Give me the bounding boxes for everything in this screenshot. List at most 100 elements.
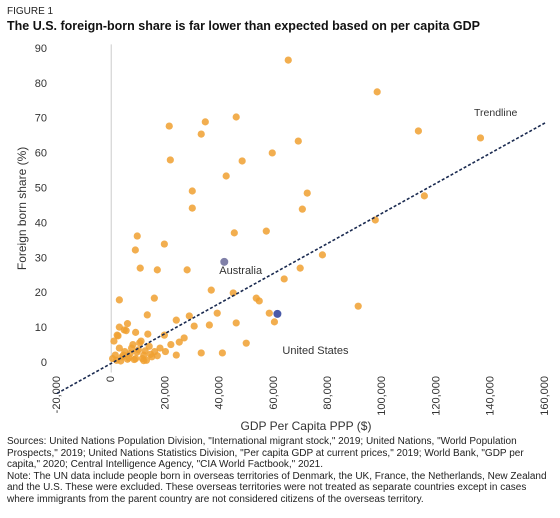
point — [242, 339, 250, 347]
trendline-label: Trendline — [474, 107, 518, 119]
point — [197, 349, 205, 357]
x-tick-label: 20,000 — [159, 376, 171, 410]
point — [143, 311, 151, 319]
point — [414, 127, 422, 135]
point — [284, 56, 292, 64]
x-tick-label: 60,000 — [268, 376, 280, 410]
point — [172, 316, 180, 324]
point — [354, 302, 362, 310]
point — [156, 344, 164, 352]
point — [165, 122, 173, 130]
point — [188, 204, 196, 212]
x-tick-label: 160,000 — [539, 376, 551, 416]
point — [127, 344, 136, 352]
y-tick-label: 30 — [35, 252, 47, 264]
point — [296, 264, 304, 272]
point — [265, 309, 273, 317]
point — [180, 334, 188, 342]
point — [205, 321, 213, 329]
x-tick-label: 140,000 — [485, 376, 497, 416]
y-tick-label: 50 — [35, 183, 47, 195]
point — [150, 294, 158, 302]
figure-label: FIGURE 1 — [7, 6, 54, 17]
point — [160, 240, 168, 248]
point — [172, 351, 180, 359]
point — [262, 227, 270, 235]
highlight-point — [273, 309, 282, 318]
point — [229, 289, 237, 297]
point — [153, 266, 161, 274]
point — [280, 275, 288, 283]
point — [190, 322, 198, 330]
point — [136, 264, 144, 272]
point — [130, 355, 138, 364]
point — [213, 309, 221, 317]
point — [114, 332, 122, 340]
y-tick-label: 80 — [35, 78, 47, 90]
trendline — [56, 122, 546, 395]
point — [115, 323, 123, 331]
note: Note: The UN data include people born in… — [7, 470, 547, 505]
x-tick-label: 120,000 — [430, 376, 442, 416]
point — [185, 312, 193, 320]
point — [298, 205, 306, 213]
y-axis-label: Foreign born share (%) — [15, 147, 29, 270]
point — [218, 349, 226, 357]
highlight-point — [220, 257, 229, 266]
point — [166, 156, 174, 164]
highlight-label: Australia — [219, 265, 263, 277]
point — [123, 320, 132, 328]
x-tick-label: 80,000 — [322, 376, 334, 410]
x-tick-label: 0 — [105, 376, 117, 382]
x-tick-label: 100,000 — [376, 376, 388, 416]
point — [133, 348, 141, 356]
chart-title: The U.S. foreign-born share is far lower… — [7, 19, 481, 33]
point — [175, 338, 183, 346]
point — [115, 296, 123, 304]
point — [144, 330, 152, 338]
x-axis-label: GDP Per Capita PPP ($) — [241, 419, 372, 433]
point — [131, 246, 139, 254]
point — [188, 187, 196, 195]
x-tick-label: 40,000 — [214, 376, 226, 410]
point — [146, 350, 155, 358]
point — [255, 297, 263, 305]
point — [201, 118, 209, 126]
point — [232, 113, 240, 121]
y-tick-label: 70 — [35, 113, 47, 125]
point — [125, 354, 133, 362]
point — [110, 337, 118, 345]
highlight-label: United States — [282, 345, 349, 357]
point — [140, 357, 148, 365]
sources: Sources: United Nations Population Divis… — [7, 436, 524, 470]
point — [197, 130, 205, 138]
point — [133, 232, 141, 240]
footnotes: Sources: United Nations Population Divis… — [7, 436, 552, 512]
point — [132, 328, 140, 336]
y-tick-label: 40 — [35, 217, 47, 229]
point — [268, 149, 276, 157]
y-tick-label: 20 — [35, 287, 47, 299]
y-tick-label: 10 — [35, 322, 47, 334]
point — [476, 134, 485, 142]
point — [238, 157, 246, 165]
point — [136, 339, 144, 347]
y-tick-label: 60 — [35, 148, 47, 160]
point — [122, 327, 130, 335]
chart: 0 10 20 30 40 50 60 70 80 90 -20,000 0 20,000 40,000 6… — [15, 43, 551, 433]
point — [318, 251, 327, 259]
y-tick-label: 0 — [41, 357, 47, 369]
point — [420, 192, 428, 200]
point — [119, 351, 128, 359]
point — [141, 347, 149, 355]
point — [294, 137, 302, 145]
x-tick-label: -20,000 — [51, 376, 63, 413]
point — [230, 229, 238, 237]
point — [371, 216, 379, 224]
point — [222, 172, 230, 180]
y-tick-label: 90 — [35, 43, 47, 55]
point — [160, 331, 168, 339]
point — [167, 340, 175, 349]
point — [303, 189, 311, 197]
